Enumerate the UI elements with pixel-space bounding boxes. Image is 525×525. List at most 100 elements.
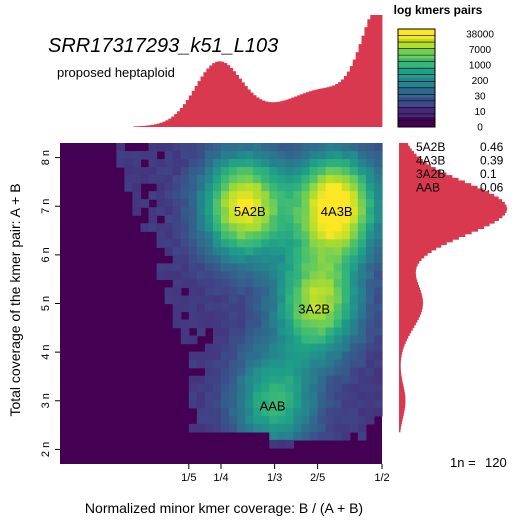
heatmap-cell xyxy=(197,376,206,385)
heatmap-cell xyxy=(229,231,238,240)
heatmap-cell xyxy=(326,432,335,441)
heatmap-cell xyxy=(302,376,311,385)
legend-label: 200 xyxy=(472,76,489,87)
heatmap-cell xyxy=(285,424,294,433)
heatmap-cell xyxy=(374,279,383,288)
heatmap-cell xyxy=(197,167,206,176)
heatmap-cell xyxy=(189,263,198,272)
top-histogram-bar xyxy=(370,15,373,127)
heatmap-cell xyxy=(366,408,375,417)
heatmap-cell xyxy=(229,183,238,192)
heatmap-cell xyxy=(197,328,206,337)
top-histogram-bar xyxy=(212,63,215,127)
heatmap-cell xyxy=(165,223,174,232)
top-histogram-bar xyxy=(227,65,230,127)
top-histogram-bar xyxy=(338,82,341,127)
side-histogram-bar xyxy=(399,373,401,376)
heatmap-cell xyxy=(253,328,262,337)
heatmap-cell xyxy=(245,271,254,280)
heatmap-cell xyxy=(221,271,230,280)
heatmap-cell xyxy=(342,151,351,160)
heatmap-cell xyxy=(245,336,254,345)
heatmap-cell xyxy=(189,183,198,192)
heatmap-cell xyxy=(181,215,190,224)
heatmap-cell xyxy=(310,231,319,240)
heatmap-cell xyxy=(318,376,327,385)
heatmap-cell xyxy=(358,207,367,216)
heatmap-cell xyxy=(310,328,319,337)
chart-subtitle: proposed heptaploid xyxy=(57,65,175,80)
heatmap-cell xyxy=(277,271,286,280)
heatmap-cell xyxy=(213,287,222,296)
heatmap-cell xyxy=(245,295,254,304)
heatmap-cell xyxy=(334,416,343,425)
heatmap-cell xyxy=(124,159,133,168)
heatmap-cell xyxy=(261,384,270,393)
heatmap-cell xyxy=(197,320,206,329)
heatmap-cell xyxy=(229,360,238,369)
heatmap-cell xyxy=(285,320,294,329)
heatmap-cell xyxy=(253,424,262,433)
top-histogram-bar xyxy=(209,65,212,127)
heatmap-cell xyxy=(213,408,222,417)
heatmap-cell xyxy=(221,416,230,425)
heatmap-cell xyxy=(310,175,319,184)
heatmap-cell xyxy=(334,151,343,160)
heatmap-cell xyxy=(269,159,278,168)
heatmap-cell xyxy=(277,376,286,385)
heatmap-cell xyxy=(157,191,166,200)
heatmap-cell xyxy=(293,320,302,329)
heatmap-cell xyxy=(245,376,254,385)
heatmap-cell xyxy=(261,239,270,248)
heatmap-cell xyxy=(189,151,198,160)
heatmap-cell xyxy=(358,295,367,304)
heatmap-cell xyxy=(326,159,335,168)
heatmap-cell xyxy=(165,239,174,248)
heatmap-cell xyxy=(350,416,359,425)
heatmap-cell xyxy=(358,368,367,377)
heatmap-cell xyxy=(237,376,246,385)
heatmap-cell xyxy=(302,271,311,280)
heatmap-cell xyxy=(285,247,294,256)
side-histogram-bar xyxy=(399,231,472,234)
heatmap-cell xyxy=(285,167,294,176)
heatmap-cell xyxy=(245,352,254,361)
side-histogram-bar xyxy=(399,408,405,411)
top-histogram-bar xyxy=(303,93,306,127)
heatmap-cell xyxy=(189,199,198,208)
heatmap-cell xyxy=(358,271,367,280)
heatmap-cell xyxy=(237,279,246,288)
heatmap-cell xyxy=(302,424,311,433)
top-histogram-bar xyxy=(162,122,165,127)
heatmap-cell xyxy=(269,231,278,240)
heatmap-cell xyxy=(205,400,214,409)
heatmap-cell xyxy=(302,336,311,345)
heatmap-cell xyxy=(253,320,262,329)
heatmap-cell xyxy=(326,231,335,240)
heatmap-cell xyxy=(245,287,254,296)
heatmap-cell xyxy=(366,143,375,152)
heatmap-cell xyxy=(293,271,302,280)
color-legend: log kmers pairs 380007000100020030100 xyxy=(394,3,495,134)
heatmap-cell xyxy=(205,344,214,353)
heatmap-cell xyxy=(358,151,367,160)
heatmap-cell xyxy=(213,143,222,152)
heatmap-cell xyxy=(213,207,222,216)
heatmap-cell xyxy=(293,360,302,369)
heatmap-cell xyxy=(334,295,343,304)
heatmap-cell xyxy=(293,175,302,184)
heatmap-cell xyxy=(269,199,278,208)
heatmap-cell xyxy=(358,352,367,361)
heatmap-cell xyxy=(165,207,174,216)
heatmap-cell xyxy=(189,247,198,256)
heatmap-cell xyxy=(245,344,254,353)
heatmap-cell xyxy=(342,223,351,232)
heatmap-cell xyxy=(277,384,286,393)
heatmap-cell xyxy=(366,336,375,345)
heatmap-cell xyxy=(310,183,319,192)
heatmap-cell xyxy=(245,320,254,329)
heatmap-cell xyxy=(213,271,222,280)
heatmap-cell xyxy=(293,231,302,240)
heatmap-cell xyxy=(221,352,230,361)
heatmap-cell xyxy=(197,191,206,200)
